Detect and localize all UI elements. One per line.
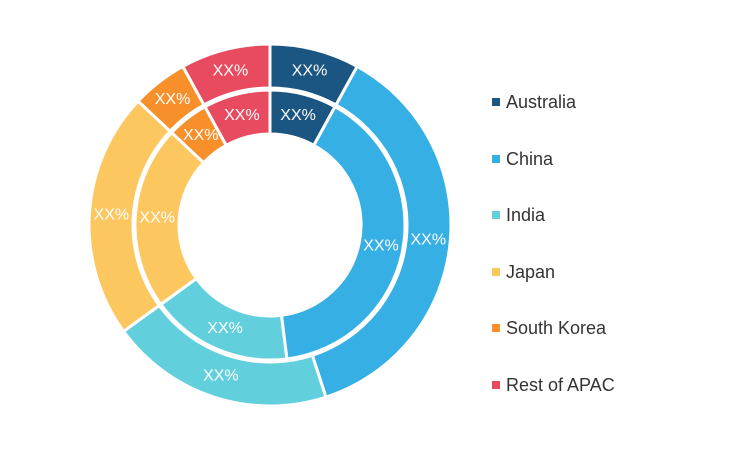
inner-label-china: XX% [363, 238, 399, 255]
legend-item-japan: Japan [492, 244, 615, 301]
outer-slice-china [310, 64, 453, 400]
inner-slice-china [279, 104, 407, 361]
legend-label: Japan [506, 261, 556, 282]
inner-label-india: XX% [207, 320, 243, 337]
legend-swatch [492, 324, 500, 333]
legend-item-south-korea: South Korea [492, 300, 615, 357]
outer-label-australia: XX% [292, 63, 328, 80]
legend-label: China [506, 148, 554, 169]
inner-label-australia: XX% [280, 107, 316, 124]
legend-label: Australia [506, 92, 577, 113]
legend-item-australia: Australia [492, 74, 615, 131]
outer-slice-rest-of-apac [180, 42, 272, 107]
legend-label: South Korea [506, 318, 607, 339]
data-labels: XX% XX% XX% XX% XX% XX% XX% XX% XX% XX% XX% XX% [94, 63, 447, 385]
legend-swatch [492, 154, 500, 163]
inner-label-japan: XX% [139, 209, 175, 226]
legend-item-china: China [492, 131, 615, 188]
outer-label-japan: XX% [94, 207, 130, 224]
legend-label: India [506, 205, 546, 226]
legend-swatch [492, 98, 500, 107]
legend-swatch [492, 211, 500, 220]
inner-slice-rest-of-apac [202, 88, 272, 148]
legend: Australia China India Japan South Korea Rest … [492, 74, 615, 413]
legend-swatch [492, 267, 500, 276]
legend-item-rest-of-apac: Rest of APAC [492, 357, 615, 414]
legend-item-india: India [492, 187, 615, 244]
outer-ring [87, 42, 453, 408]
inner-label-south-korea: XX% [183, 127, 219, 144]
outer-label-south-korea: XX% [155, 91, 191, 108]
outer-label-china: XX% [411, 231, 447, 248]
legend-swatch [492, 380, 500, 389]
outer-label-india: XX% [203, 368, 239, 385]
legend-label: Rest of APAC [506, 374, 615, 395]
inner-ring [133, 88, 407, 362]
inner-label-rest-of-apac: XX% [224, 107, 260, 124]
outer-label-rest-of-apac: XX% [213, 63, 249, 80]
